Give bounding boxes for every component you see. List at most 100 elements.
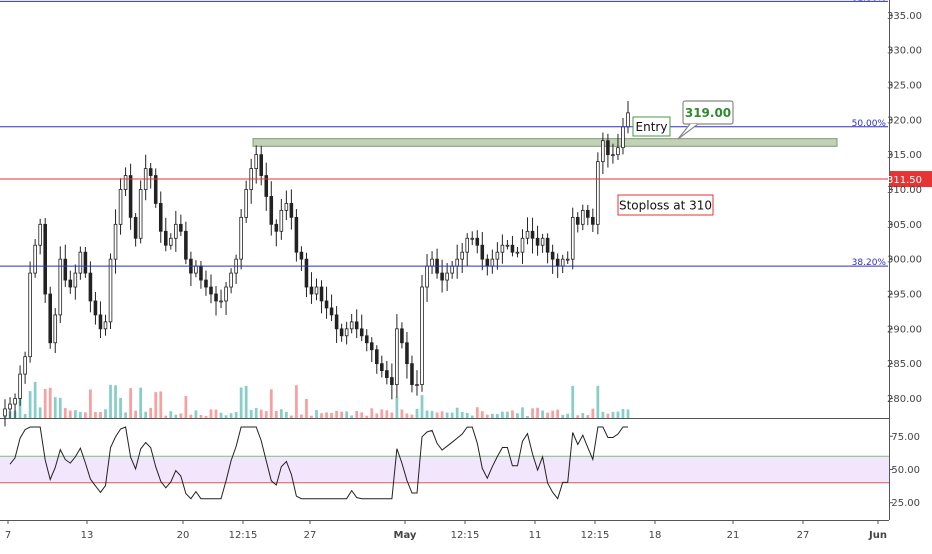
volume-bar (435, 412, 439, 418)
volume-bar (264, 411, 268, 418)
volume-bar (425, 410, 429, 418)
candle-body (329, 307, 334, 316)
candle-body (184, 230, 188, 260)
volume-bar (159, 391, 163, 418)
candle-body (535, 237, 540, 246)
volume-bar (420, 395, 424, 418)
stoploss-annotation-label: Stoploss at 310 (619, 199, 712, 213)
candle-body (299, 251, 304, 260)
price-tick-label: 310.00 (887, 185, 922, 196)
rsi-tick-label: 25.00 (891, 498, 920, 509)
volume-bar (94, 412, 97, 418)
volume-bar (129, 388, 132, 418)
candle-body (28, 272, 32, 358)
candle-body (550, 251, 555, 260)
x-tick-label: 18 (649, 530, 662, 541)
price-tick-label: 280.00 (887, 394, 922, 405)
candle-body (13, 398, 17, 405)
candle-body (425, 265, 429, 288)
rsi-tick-label: 75.00 (891, 432, 920, 443)
x-tick-label: 7 (5, 530, 11, 541)
volume-bar (626, 409, 630, 418)
candle-body (581, 209, 585, 225)
candle-body (380, 363, 384, 372)
volume-bar (355, 411, 359, 418)
candle-body (43, 223, 47, 295)
volume-bar (430, 410, 434, 418)
candle-body (626, 112, 630, 128)
x-tick-label: 12:15 (581, 530, 610, 541)
volume-bar (526, 415, 529, 418)
volume-bar (144, 411, 148, 418)
candle-body (455, 258, 459, 267)
volume-bar (325, 412, 328, 418)
price-tick-label: 315.00 (887, 150, 922, 161)
volume-bar (320, 413, 323, 418)
volume-bar (249, 409, 253, 418)
volume-bar (531, 408, 534, 418)
volume-bar (385, 410, 389, 418)
candle-body (616, 147, 620, 156)
volume-bar (300, 414, 303, 418)
volume-bar (224, 415, 228, 418)
candle-body (470, 237, 475, 240)
volume-bar (370, 408, 374, 418)
candle-body (158, 203, 163, 232)
candle-body (3, 408, 7, 417)
candle-body (606, 140, 610, 156)
volume-bar (480, 411, 484, 418)
volume-bar (204, 415, 208, 418)
price-tick-label: 285.00 (887, 359, 922, 370)
candle-body (500, 244, 505, 253)
fib-level-label: 38.20% (852, 258, 887, 268)
volume-bar (596, 385, 600, 418)
rsi-band (0, 456, 889, 483)
volume-bar (340, 411, 344, 418)
volume-bar (475, 407, 479, 418)
candle-body (510, 244, 515, 253)
volume-bar (179, 413, 183, 418)
volume-bar (390, 412, 394, 418)
candle-body (38, 223, 42, 246)
candle-body (555, 258, 560, 267)
volume-bar (310, 415, 313, 418)
volume-bar (586, 415, 590, 418)
candle-body (450, 265, 454, 274)
volume-bar (511, 410, 514, 418)
candle-body (269, 196, 274, 225)
volume-bar (33, 381, 37, 418)
candle-body (174, 223, 178, 239)
candle-body (319, 286, 324, 302)
candle-body (169, 237, 173, 246)
candle-body (395, 328, 399, 385)
volume-bar (506, 411, 509, 418)
price-tick-label: 335.00 (887, 11, 922, 22)
candle-body (199, 265, 203, 281)
candle-body (274, 223, 279, 232)
candle-body (148, 168, 153, 176)
candle-body (601, 140, 605, 163)
volume-bar (68, 410, 72, 418)
price-tick-label: 295.00 (887, 289, 922, 300)
candle-body (400, 328, 404, 344)
candle-body (73, 272, 78, 288)
candle-body (279, 209, 284, 232)
candle-body (575, 216, 580, 225)
candle-body (505, 244, 510, 247)
candle-body (204, 279, 208, 288)
x-tick-label: Jun (868, 530, 887, 541)
candle-body (465, 237, 470, 253)
candle-body (68, 279, 73, 288)
price-badge-label: 311.50 (887, 175, 922, 186)
volume-bar (58, 397, 62, 418)
candle-body (138, 189, 143, 239)
candle-body (390, 377, 394, 385)
rsi-tick-label: 50.00 (891, 465, 920, 476)
volume-bar (591, 408, 595, 418)
candle-body (53, 314, 58, 344)
volume-bar (561, 414, 565, 418)
candle-body (475, 237, 480, 246)
candle-body (591, 216, 595, 225)
candle-body (8, 403, 12, 410)
